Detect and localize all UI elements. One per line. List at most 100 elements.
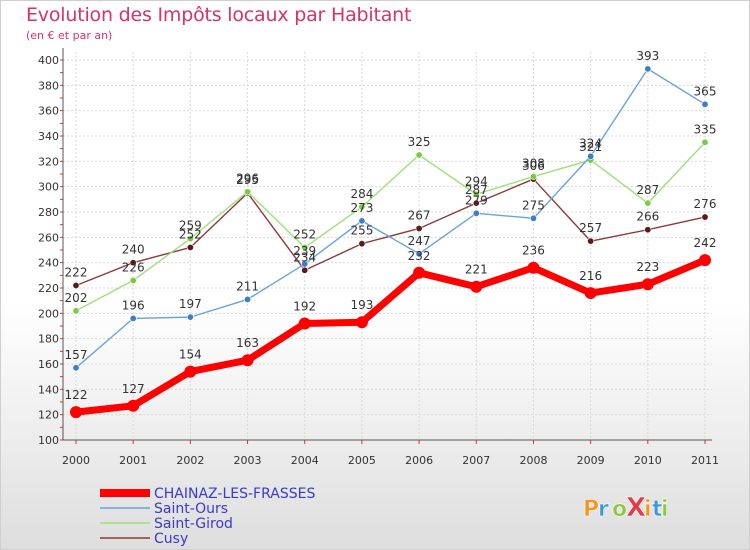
series-line-chainaz-les-frasses — [75, 256, 707, 416]
data-point — [641, 278, 654, 291]
data-point — [186, 243, 194, 251]
data-point — [644, 226, 652, 234]
data-label: 234 — [293, 250, 316, 264]
data-label: 154 — [179, 348, 202, 362]
legend-label: Saint-Ours — [154, 501, 228, 517]
data-point — [529, 214, 537, 222]
data-point — [472, 190, 480, 198]
data-label: 196 — [122, 298, 145, 312]
data-label: 163 — [236, 336, 259, 350]
data-label: 216 — [579, 269, 602, 283]
data-label: 287 — [465, 183, 488, 197]
data-label: 193 — [350, 298, 373, 312]
data-point — [701, 213, 709, 221]
data-label: 232 — [408, 249, 431, 263]
legend-label: Saint-Girod — [154, 516, 233, 532]
data-point — [415, 224, 423, 232]
data-label: 239 — [293, 244, 316, 258]
chart-subtitle: (en € et par an) — [26, 29, 113, 42]
logo-letter: i — [644, 497, 652, 522]
series-layer — [70, 65, 711, 419]
data-point — [413, 266, 426, 279]
data-point — [129, 276, 137, 284]
data-label: 211 — [236, 279, 259, 293]
data-point — [701, 100, 709, 108]
data-point — [415, 250, 423, 258]
data-label: 267 — [408, 208, 431, 222]
x-tick-label: 2008 — [519, 454, 547, 467]
data-label: 365 — [694, 84, 717, 98]
data-point — [358, 217, 366, 225]
data-point — [644, 65, 652, 73]
x-tick-label: 2003 — [234, 454, 262, 467]
series-line-cusy — [75, 178, 706, 287]
data-point — [529, 173, 537, 181]
data-label: 321 — [579, 140, 602, 154]
x-tick-label: 2002 — [176, 454, 204, 467]
data-label: 273 — [350, 201, 373, 215]
x-tick-label: 2010 — [634, 454, 662, 467]
data-label: 266 — [636, 210, 659, 224]
data-label: 221 — [465, 263, 488, 277]
data-point — [72, 307, 80, 315]
y-tick-label: 160 — [38, 358, 59, 371]
logo-letter: t — [652, 497, 663, 522]
data-label: 296 — [236, 172, 259, 186]
data-point — [644, 199, 652, 207]
data-point — [701, 138, 709, 146]
data-label: 324 — [579, 136, 602, 150]
y-tick-label: 180 — [38, 333, 59, 346]
series-line-saint-ours — [75, 68, 706, 369]
data-label: 294 — [465, 174, 488, 188]
data-label: 223 — [636, 260, 659, 274]
data-label: 222 — [65, 265, 88, 279]
data-label: 197 — [179, 297, 202, 311]
data-point — [244, 188, 252, 196]
logo-letter: i — [661, 497, 669, 522]
y-tick-label: 380 — [38, 79, 59, 92]
data-point — [470, 280, 483, 293]
axis-layer: 100 120 140 160 180 200 220 240 260 280 300 320 340 3… — [38, 48, 719, 467]
data-point — [527, 261, 540, 274]
y-tick-label: 140 — [38, 383, 59, 396]
data-label: 275 — [522, 198, 545, 212]
logo-letter: o — [612, 497, 627, 522]
y-tick-label: 280 — [38, 206, 59, 219]
x-tick-label: 2004 — [291, 454, 319, 467]
logo-letter: r — [598, 497, 609, 522]
data-label: 122 — [65, 388, 88, 402]
y-tick-label: 120 — [38, 409, 59, 422]
data-point — [584, 287, 597, 300]
y-tick-label: 100 — [38, 434, 59, 447]
data-label: 295 — [236, 173, 259, 187]
y-tick-label: 240 — [38, 257, 59, 270]
y-tick-label: 220 — [38, 282, 59, 295]
grid-layer — [63, 52, 712, 441]
x-tick-label: 2007 — [462, 454, 490, 467]
x-tick-label: 2000 — [62, 454, 90, 467]
data-label: 247 — [408, 234, 431, 248]
data-point — [358, 240, 366, 248]
data-point — [70, 406, 82, 419]
legend: CHAINAZ-LES-FRASSESSaint-OursSaint-Girod… — [100, 486, 315, 547]
y-tick-label: 200 — [38, 307, 59, 320]
data-point — [186, 313, 194, 321]
data-label: 127 — [122, 382, 145, 396]
y-tick-label: 400 — [38, 54, 59, 67]
data-point — [355, 316, 368, 329]
data-label: 252 — [179, 227, 202, 241]
data-label: 242 — [694, 236, 717, 250]
data-label: 284 — [350, 187, 373, 201]
data-label: 192 — [293, 299, 316, 313]
x-tick-label: 2005 — [348, 454, 376, 467]
y-tick-label: 320 — [38, 155, 59, 168]
data-point — [129, 259, 137, 267]
data-point — [358, 203, 366, 211]
data-label: 393 — [636, 49, 659, 63]
data-label: 257 — [579, 221, 602, 235]
data-label: 287 — [636, 183, 659, 197]
data-label: 240 — [122, 243, 145, 257]
data-point — [241, 354, 254, 367]
data-label: 276 — [694, 197, 717, 211]
